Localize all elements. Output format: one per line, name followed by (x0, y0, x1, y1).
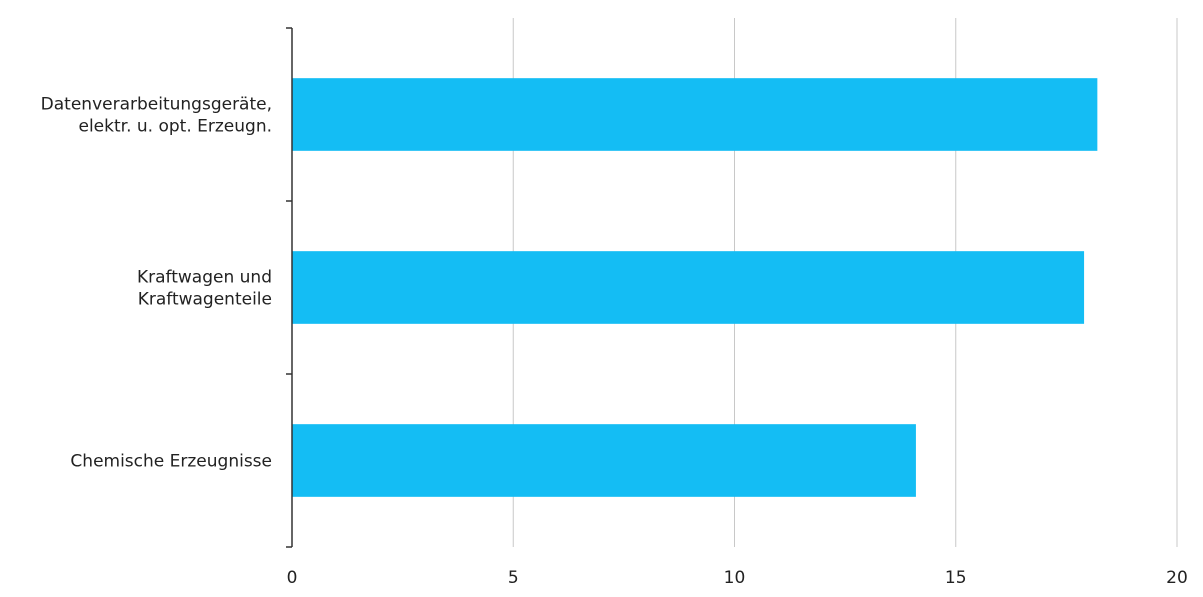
category-label-0-line-1: elektr. u. opt. Erzeugn. (79, 117, 273, 137)
category-label-1: Kraftwagen und Kraftwagenteile (137, 268, 272, 310)
x-tick-label-5: 5 (508, 568, 519, 588)
bar-0 (292, 78, 1098, 151)
x-tick-labels: 0 5 10 15 20 (287, 568, 1188, 588)
bars (292, 78, 1098, 497)
x-tick-label-10: 10 (724, 568, 746, 588)
category-label-2-line-0: Chemische Erzeugnisse (70, 452, 272, 472)
category-labels: Datenverarbeitungsgeräte, elektr. u. opt.… (41, 95, 272, 472)
x-tick-label-20: 20 (1166, 568, 1188, 588)
category-label-0: Datenverarbeitungsgeräte, elektr. u. opt.… (41, 95, 272, 137)
category-label-0-line-0: Datenverarbeitungsgeräte, (41, 95, 272, 115)
y-axis (286, 27, 293, 548)
category-label-1-line-1: Kraftwagenteile (138, 290, 272, 310)
x-tick-label-0: 0 (287, 568, 298, 588)
category-label-1-line-0: Kraftwagen und (137, 268, 272, 288)
category-label-2: Chemische Erzeugnisse (70, 452, 272, 472)
bar-2 (292, 424, 916, 497)
bar-1 (292, 251, 1085, 324)
x-tick-label-15: 15 (945, 568, 967, 588)
